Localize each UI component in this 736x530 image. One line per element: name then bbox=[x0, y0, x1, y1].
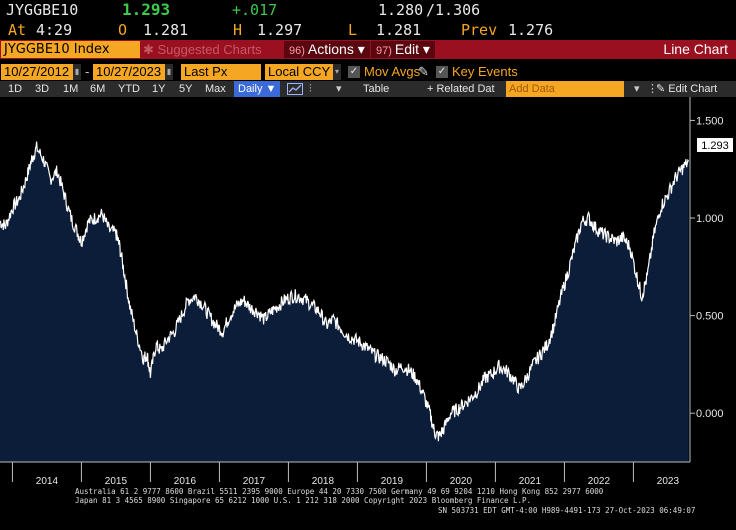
open-label: O bbox=[118, 21, 128, 39]
low-label: L bbox=[348, 21, 358, 39]
start-date-calendar-icon[interactable]: ▮ bbox=[73, 64, 81, 80]
low-price: 1.281 bbox=[376, 21, 422, 39]
prev-price: 1.276 bbox=[508, 21, 554, 39]
ask-price: /1.306 bbox=[426, 1, 481, 19]
add-data-input[interactable]: Add Data bbox=[506, 81, 624, 97]
x-tick-label: 2016 bbox=[174, 476, 197, 487]
key-events-label[interactable]: Key Events bbox=[452, 64, 518, 79]
last-value-label: 1.293 bbox=[701, 140, 729, 152]
high-label: H bbox=[233, 21, 243, 39]
x-tick-label: 2019 bbox=[381, 476, 404, 487]
range-1d[interactable]: 1D bbox=[8, 83, 23, 95]
x-tick-label: 2020 bbox=[450, 476, 473, 487]
more-options-icon[interactable]: ⋮ bbox=[647, 83, 658, 95]
edit-number: 97) bbox=[376, 45, 392, 57]
price-change: +.017 bbox=[232, 1, 278, 19]
at-label: At bbox=[8, 21, 27, 39]
edit-label: Edit ▾ bbox=[394, 41, 430, 57]
range-6m[interactable]: 6M bbox=[90, 83, 106, 95]
frequency-select[interactable]: Daily ▼ bbox=[234, 81, 281, 97]
y-tick-label: 1.500 bbox=[696, 115, 724, 127]
price-field-select[interactable]: Last Px bbox=[181, 64, 261, 80]
end-date-field[interactable]: 10/27/2023 bbox=[93, 64, 165, 80]
last-value-box bbox=[697, 138, 733, 152]
series-line bbox=[0, 141, 690, 442]
high-price: 1.297 bbox=[257, 21, 303, 39]
mov-avgs-label[interactable]: Mov Avgs bbox=[364, 64, 421, 79]
range-max[interactable]: Max bbox=[205, 83, 226, 95]
command-bar: JYGGBE10 Index ✱ Suggested Charts 96) Act… bbox=[0, 40, 736, 59]
ticker-symbol: JYGGBE10 bbox=[6, 1, 79, 19]
x-tick-label: 2017 bbox=[243, 476, 266, 487]
footer-session: SN 503731 EDT GMT-4:00 H989-4491-173 27-… bbox=[438, 506, 695, 515]
mov-avgs-checkbox[interactable]: ✓ bbox=[348, 66, 360, 78]
y-axis: 1.500 1.000 0.500 0.000 bbox=[690, 115, 724, 420]
start-date-field[interactable]: 10/27/2012 bbox=[1, 64, 73, 80]
quote-time: 4:29 bbox=[36, 21, 73, 39]
date-dash: - bbox=[85, 64, 90, 79]
x-axis: 2014 2015 2016 2017 2018 2019 2020 2021 2022 2023 bbox=[11, 462, 680, 487]
security-field[interactable]: JYGGBE10 Index bbox=[1, 41, 140, 58]
table-button[interactable]: Table bbox=[363, 83, 390, 95]
y-tick-label: 0.000 bbox=[696, 408, 724, 420]
last-value-marker: 1.293 bbox=[697, 138, 733, 152]
range-1m[interactable]: 1M bbox=[63, 83, 79, 95]
range-5y[interactable]: 5Y bbox=[179, 83, 193, 95]
actions-number: 96) bbox=[289, 45, 305, 57]
x-tick-label: 2022 bbox=[588, 476, 611, 487]
chart-style-dropdown-icon[interactable]: ▾ bbox=[336, 83, 342, 95]
related-data-button[interactable]: + Related Dat bbox=[427, 83, 495, 95]
x-tick-label: 2014 bbox=[36, 476, 59, 487]
range-3d[interactable]: 3D bbox=[35, 83, 50, 95]
key-events-checkbox[interactable]: ✓ bbox=[436, 66, 448, 78]
series-area bbox=[0, 141, 689, 462]
suggested-charts-button[interactable]: ✱ Suggested Charts bbox=[143, 42, 262, 57]
x-tick-label: 2021 bbox=[519, 476, 542, 487]
footer-copyright: Japan 81 3 4565 8900 Singapore 65 6212 1… bbox=[75, 496, 531, 505]
edit-chart-button[interactable]: ✎ Edit Chart bbox=[656, 83, 718, 95]
currency-dropdown-icon[interactable]: ▾ bbox=[333, 64, 341, 80]
settings-bar: 10/27/2012 ▮ - 10/27/2023 ▮ Last Px Loca… bbox=[0, 64, 736, 81]
actions-menu[interactable]: 96) Actions ▾ bbox=[284, 41, 370, 58]
footer-contacts: Australia 61 2 9777 8600 Brazil 5511 239… bbox=[75, 487, 604, 496]
range-toolbar: 1D 3D 1M 6M YTD 1Y 5Y Max Daily ▼ ⫶ ▾ Ta… bbox=[0, 81, 736, 97]
y-tick-label: 0.500 bbox=[696, 311, 724, 323]
pencil-icon[interactable]: ✎ bbox=[418, 64, 429, 79]
chart-type-label: Line Chart bbox=[663, 41, 728, 57]
range-ytd[interactable]: YTD bbox=[118, 83, 140, 95]
actions-label: Actions ▾ bbox=[307, 41, 365, 57]
prev-label: Prev bbox=[461, 21, 498, 39]
footer: Australia 61 2 9777 8600 Brazil 5511 239… bbox=[75, 487, 695, 515]
bid-price: 1.280 bbox=[378, 1, 424, 19]
bar-chart-icon[interactable]: ⫶ bbox=[309, 83, 312, 95]
x-tick-label: 2015 bbox=[105, 476, 128, 487]
y-tick-label: 1.000 bbox=[696, 213, 724, 225]
edit-menu[interactable]: 97) Edit ▾ bbox=[371, 41, 435, 58]
open-price: 1.281 bbox=[143, 21, 189, 39]
chart-plot-area bbox=[0, 141, 690, 462]
currency-select[interactable]: Local CCY bbox=[265, 64, 333, 80]
x-tick-label: 2018 bbox=[312, 476, 335, 487]
range-1y[interactable]: 1Y bbox=[152, 83, 166, 95]
end-date-calendar-icon[interactable]: ▮ bbox=[165, 64, 173, 80]
x-tick-label: 2023 bbox=[657, 476, 680, 487]
add-data-dropdown-icon[interactable]: ▾ bbox=[634, 83, 640, 95]
line-chart-icon-svg bbox=[287, 83, 303, 96]
line-chart-icon[interactable] bbox=[287, 81, 303, 97]
quote-header: JYGGBE10 1.293 +.017 1.280 /1.306 At 4:2… bbox=[0, 0, 736, 40]
last-price: 1.293 bbox=[122, 0, 171, 19]
